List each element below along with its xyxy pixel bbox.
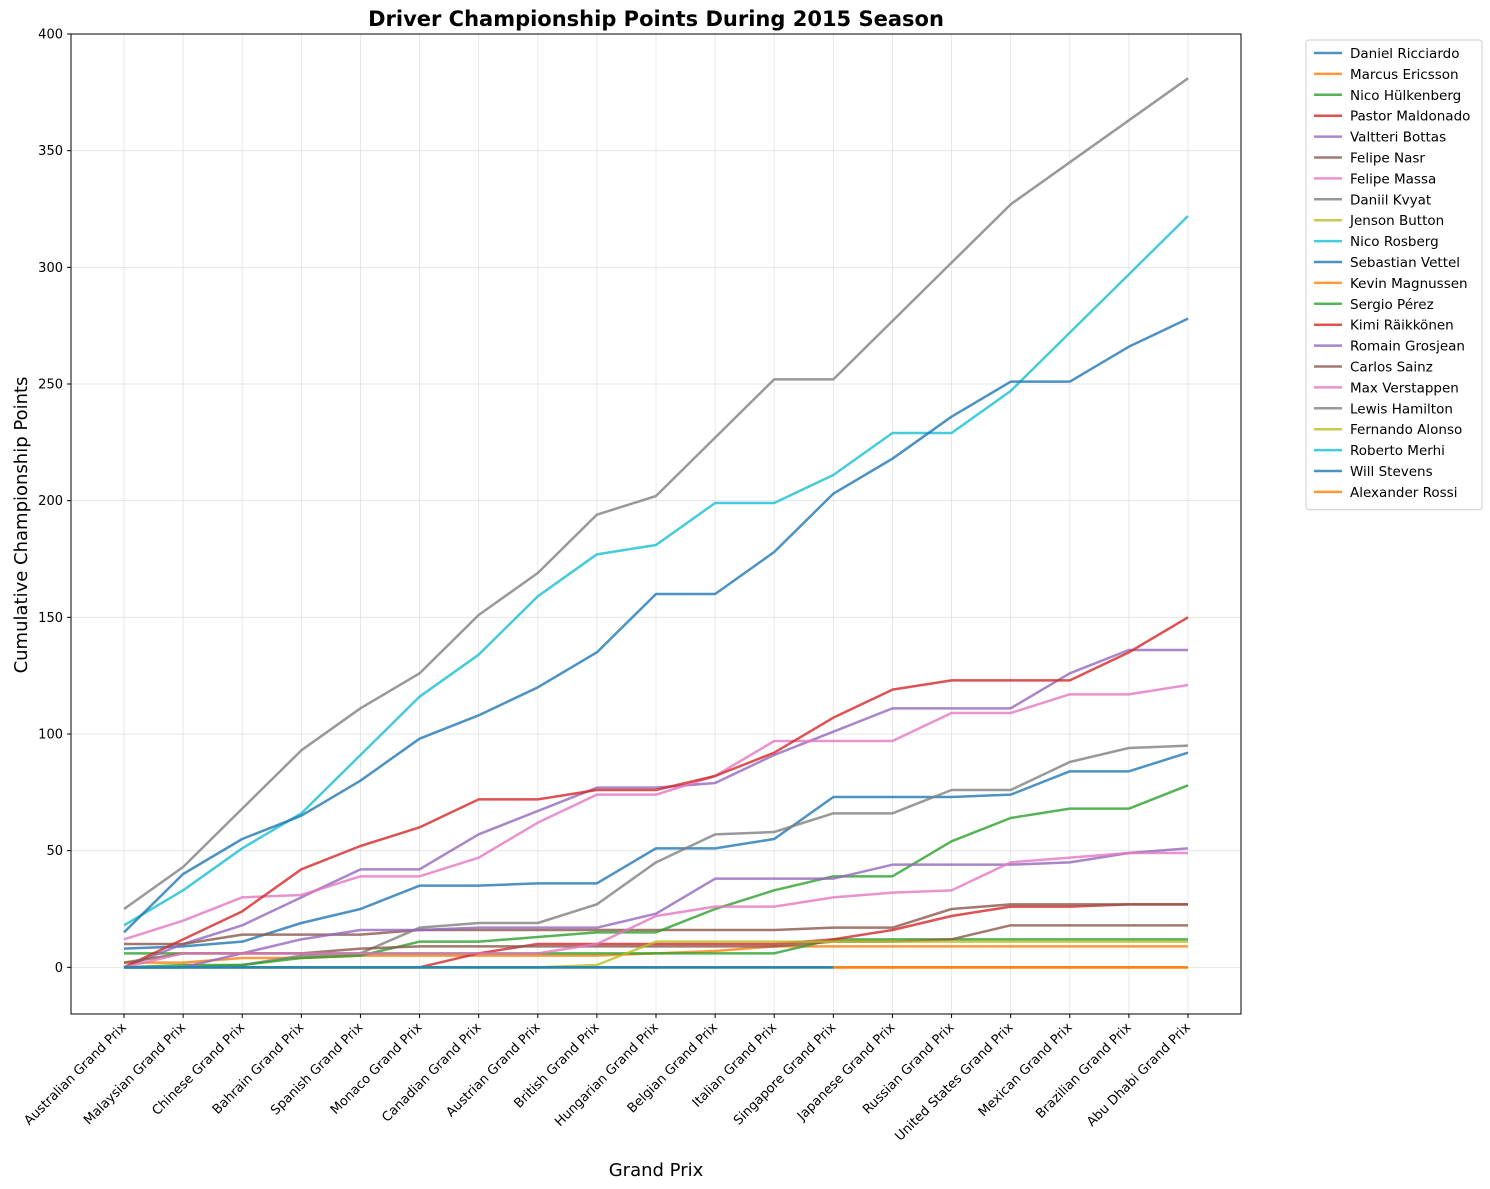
series-line <box>124 903 1188 946</box>
x-tick-label: Abu Dhabi Grand Prix <box>1084 1020 1194 1130</box>
legend-label: Carlos Sainz <box>1350 360 1433 376</box>
x-tick-label: Japanese Grand Prix <box>794 1020 898 1124</box>
x-tick-label: Australian Grand Prix <box>22 1020 131 1129</box>
series-line <box>124 847 1189 969</box>
x-tick-label: Hungarian Grand Prix <box>552 1020 662 1130</box>
legend-label: Lewis Hamilton <box>1350 401 1453 417</box>
x-axis-label: Grand Prix <box>609 1160 704 1181</box>
legend-label: Sergio Pérez <box>1350 297 1434 313</box>
legend-label: Kimi Räikkönen <box>1350 318 1454 334</box>
y-axis-label: Cumulative Championship Points <box>11 377 32 674</box>
legend-label: Alexander Rossi <box>1350 485 1457 501</box>
series-line <box>123 317 1189 934</box>
y-tick-label: 0 <box>55 961 63 976</box>
grid <box>71 33 1241 1014</box>
series-line <box>123 851 1188 969</box>
y-axis: 0 50 100 150 200 250 300 350 400 <box>38 28 71 976</box>
series-line <box>123 616 1189 969</box>
legend-label: Sebastian Vettel <box>1350 255 1460 271</box>
series-line <box>123 751 1189 950</box>
series-lines <box>123 77 1189 969</box>
series-line <box>123 77 1189 911</box>
legend-label: Kevin Magnussen <box>1350 276 1468 292</box>
y-tick-label: 200 <box>38 494 63 509</box>
x-tick-label: Singapore Grand Prix <box>731 1020 839 1128</box>
series-line <box>124 744 1189 969</box>
legend-label: Marcus Ericsson <box>1350 67 1459 83</box>
legend-label: Daniel Ricciardo <box>1350 46 1459 62</box>
legend-label: Daniil Kvyat <box>1350 192 1431 208</box>
series-line <box>123 784 1189 969</box>
y-tick-label: 100 <box>38 728 63 743</box>
legend: Daniel Ricciardo Marcus Ericsson Nico Hülk… <box>1305 39 1483 511</box>
series-line <box>123 215 1189 927</box>
legend-label: Jenson Button <box>1349 213 1444 229</box>
x-tick-label: United States Grand Prix <box>892 1020 1016 1144</box>
y-tick-label: 350 <box>38 144 63 159</box>
series-line <box>123 648 1188 969</box>
legend-label: Pastor Maldonado <box>1350 109 1470 125</box>
legend-label: Nico Hülkenberg <box>1350 88 1461 104</box>
legend-label: Fernando Alonso <box>1350 422 1462 438</box>
legend-label: Romain Grosjean <box>1350 339 1465 355</box>
x-tick-label: Brazilian Grand Prix <box>1033 1020 1135 1122</box>
series-line <box>123 683 1189 941</box>
y-tick-label: 300 <box>38 261 63 276</box>
y-tick-label: 50 <box>46 844 63 859</box>
x-tick-label: Malaysian Grand Prix <box>81 1020 189 1128</box>
x-tick-label: Canadian Grand Prix <box>379 1020 484 1125</box>
legend-label: Felipe Massa <box>1350 171 1436 187</box>
y-tick-label: 400 <box>38 28 63 43</box>
legend-label: Roberto Merhi <box>1350 443 1445 459</box>
legend-label: Will Stevens <box>1350 464 1433 480</box>
y-tick-label: 150 <box>38 611 63 626</box>
y-tick-label: 250 <box>38 378 63 393</box>
legend-frame <box>1305 39 1483 511</box>
legend-label: Valtteri Bottas <box>1350 130 1446 146</box>
legend-label: Max Verstappen <box>1350 380 1459 396</box>
legend-label: Nico Rosberg <box>1350 234 1439 250</box>
chart-title: Driver Championship Points During 2015 S… <box>368 7 944 31</box>
legend-label: Felipe Nasr <box>1350 151 1425 167</box>
